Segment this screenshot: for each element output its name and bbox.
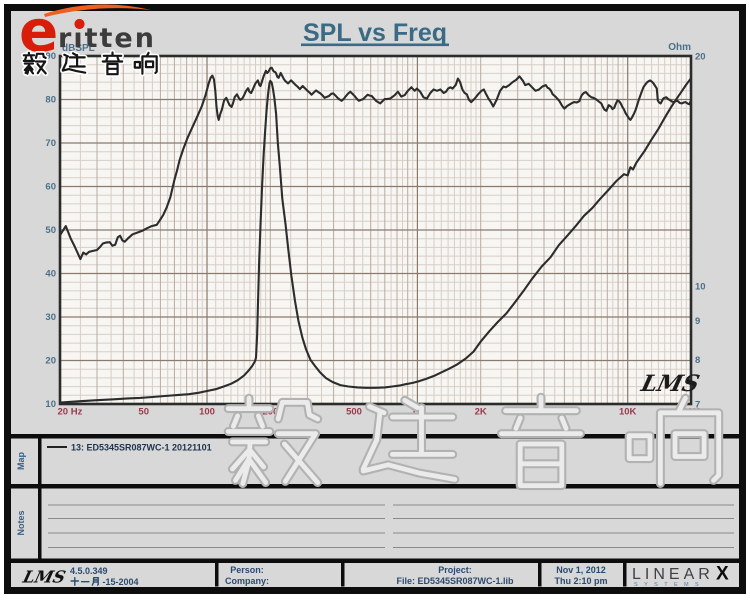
footer-bar: LMS 4.5.0.349 -15-2004 Person: Company: … <box>20 563 729 588</box>
footer-time: Thu 2:10 pm <box>554 576 607 586</box>
logo-cn-glyph <box>101 51 124 76</box>
x-tick-label: 500 <box>346 407 362 418</box>
curve-impedance <box>58 77 693 404</box>
x-tick-label: 10K <box>619 407 637 418</box>
footer-lms-logo-text: LMS <box>20 567 68 587</box>
grid-major-lines <box>60 56 691 404</box>
y-right-tick-label: 8 <box>695 355 700 366</box>
logo-cn-glyph <box>22 51 47 75</box>
notes-ruled-lines <box>48 504 734 548</box>
footer-divider-2 <box>341 563 345 587</box>
footer-version: 4.5.0.349 <box>70 566 108 576</box>
y-left-tick-label: 40 <box>45 269 56 280</box>
watermark-chinese-text <box>223 392 724 491</box>
lms-plot-mark: LMS <box>638 371 702 397</box>
page-title: SPL vs Freq <box>303 19 447 47</box>
footer-divider-1 <box>215 563 219 587</box>
x-tick-label: 20 Hz <box>58 407 83 418</box>
logo-cn-glyph <box>133 51 158 75</box>
y-left-tick-label: 80 <box>45 95 56 106</box>
y-right-tick-label: 7 <box>695 400 700 411</box>
logo-i-dot-icon <box>74 18 85 30</box>
footer-divider-4 <box>623 563 627 587</box>
plot-grid <box>60 56 691 404</box>
plot-frame <box>58 54 693 406</box>
title-underline <box>301 43 449 47</box>
y-left-tick-label: 10 <box>45 399 56 410</box>
legend-label: 13: ED5345SR087WC-1 20121101 <box>71 443 212 453</box>
y-left-tick-label: 90 <box>45 51 56 62</box>
curves <box>58 66 693 404</box>
footer-company-label: Company: <box>225 576 269 586</box>
plot-border <box>58 54 693 406</box>
watermark-glyph <box>225 395 321 486</box>
y-left-tick-label: 60 <box>45 182 56 193</box>
y-right-tick-label: 10 <box>695 281 706 292</box>
divider-notes-footer <box>11 558 739 563</box>
watermark-glyph <box>499 394 583 488</box>
x-tick-label: 100 <box>199 407 215 418</box>
notes-section: Notes <box>16 504 734 548</box>
footer-date: Nov 1, 2012 <box>556 565 606 575</box>
linearx-x: X <box>716 564 729 585</box>
footer-person-label: Person: <box>230 565 264 575</box>
version-date-glyph <box>91 577 99 586</box>
x-tick-label: 50 <box>138 407 149 418</box>
logo-arc <box>44 4 151 17</box>
y-left-tick-label: 30 <box>45 312 56 323</box>
version-date-text: -15-2004 <box>103 577 139 587</box>
linearx-letters: LINEAR <box>632 566 714 583</box>
linearx-logo: LINEAR X SYSTEMS <box>632 564 729 588</box>
divider-map-notes <box>11 484 739 489</box>
y-right-axis-label: Ohm <box>668 42 691 53</box>
linearx-systems: SYSTEMS <box>634 582 705 588</box>
footer-divider-3 <box>538 563 542 587</box>
footer-version-date: -15-2004 <box>70 577 139 587</box>
y-left-axis-label: dBSPL <box>62 43 95 54</box>
x-tick-label: 2K <box>475 407 487 418</box>
logo-word: rıtten <box>58 23 156 54</box>
logo-cn-glyph <box>61 52 87 74</box>
watermark-glyph <box>626 395 722 486</box>
y-left-tick-label: 50 <box>45 225 56 236</box>
curve-spl <box>58 66 693 261</box>
version-date-glyph <box>70 577 80 586</box>
footer-lms-logo: LMS <box>20 567 68 587</box>
footer-file-label: File: ED5345SR087WC-1.lib <box>396 576 514 586</box>
map-section: Map 13: ED5345SR087WC-1 20121101 <box>16 443 212 471</box>
y-left-tick-label: 20 <box>45 356 56 367</box>
footer-project-label: Project: <box>438 565 472 575</box>
notes-section-label: Notes <box>16 510 26 535</box>
y-left-tick-label: 70 <box>45 138 56 149</box>
logo-chinese-text <box>21 49 160 77</box>
map-section-label: Map <box>16 451 26 470</box>
watermark-glyph <box>360 397 458 482</box>
lms-plot-mark-text: LMS <box>638 371 702 397</box>
y-right-tick-label: 20 <box>695 52 706 63</box>
y-right-tick-label: 9 <box>695 316 700 327</box>
label-column-divider <box>38 438 42 559</box>
